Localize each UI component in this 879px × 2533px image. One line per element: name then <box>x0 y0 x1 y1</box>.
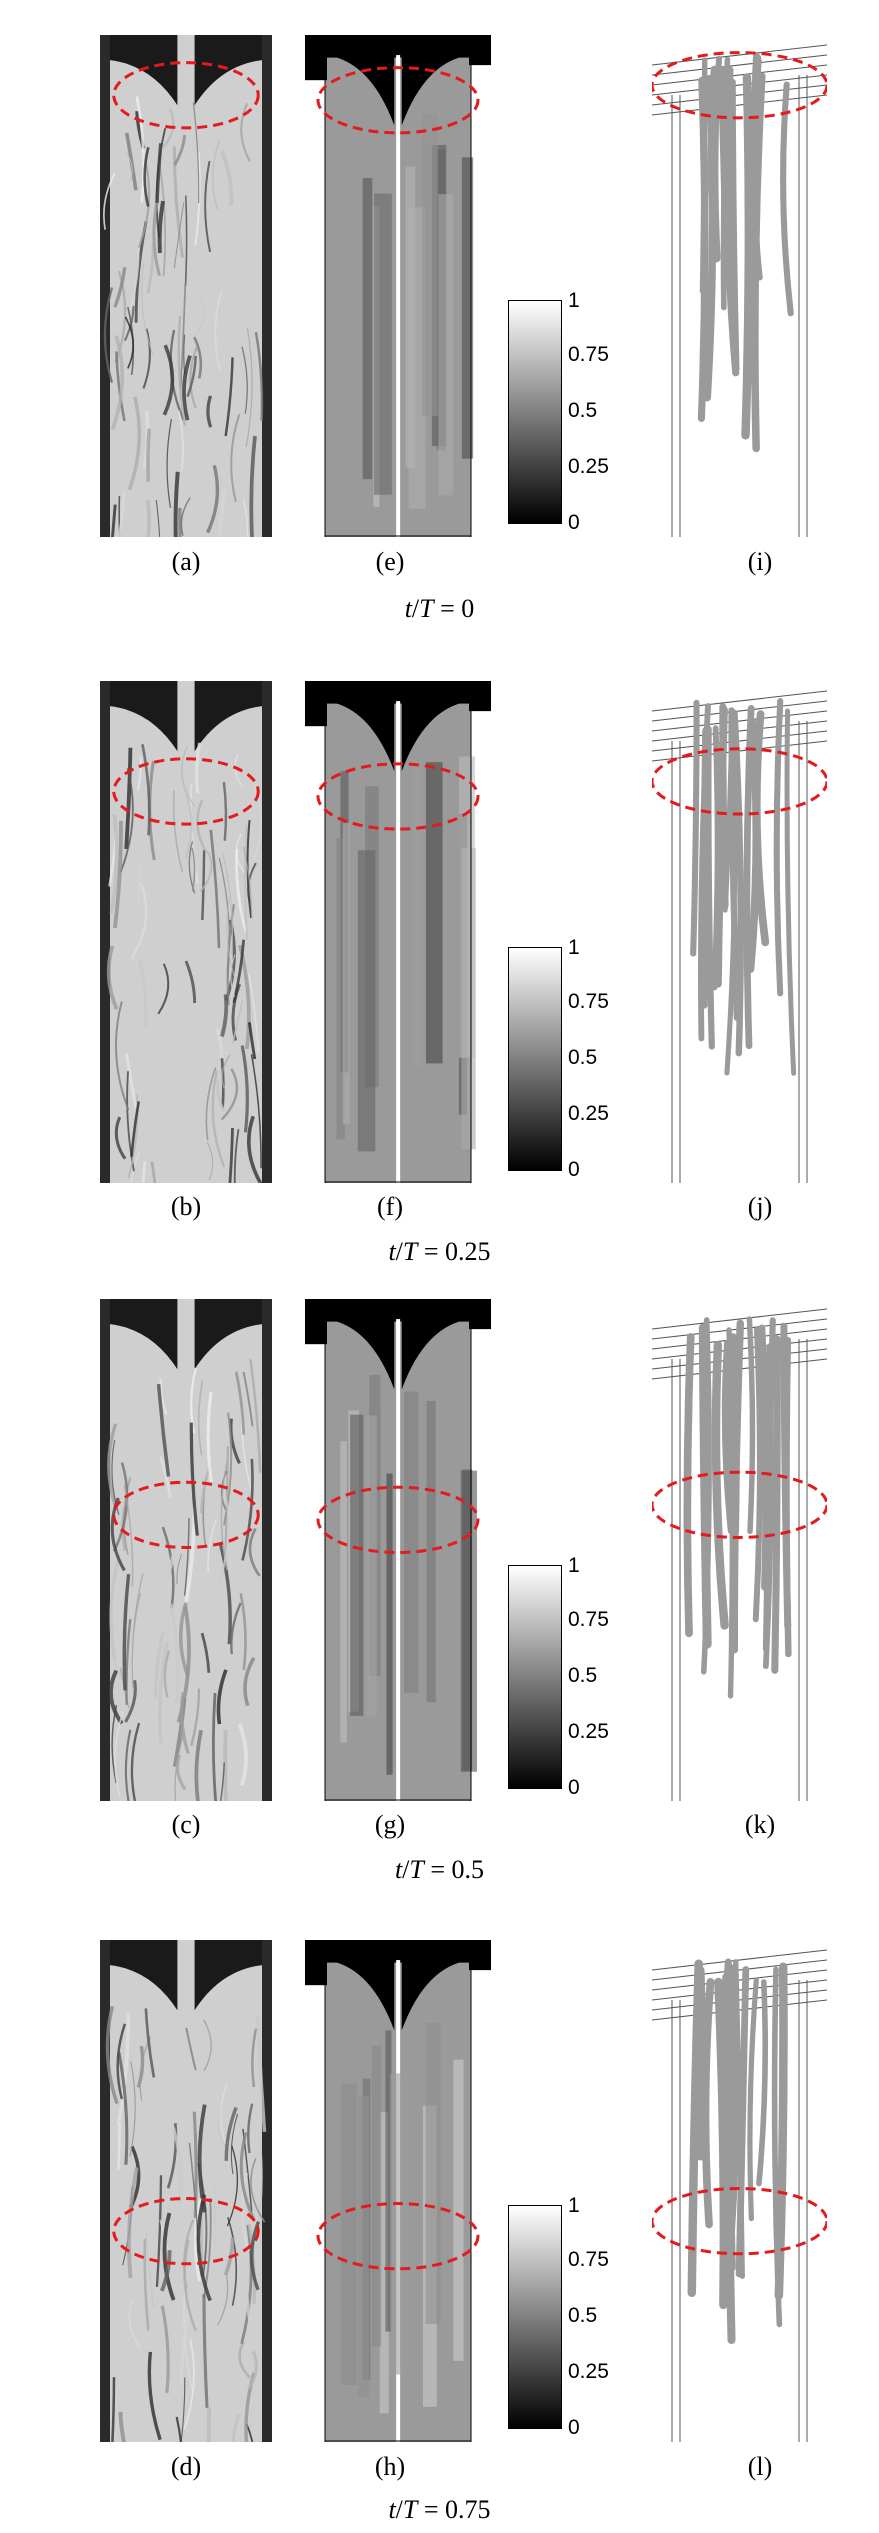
mean-flow-panel-g <box>305 1299 491 1801</box>
panel-label: (g) <box>374 1810 406 1839</box>
panel-label: (k) <box>744 1810 776 1839</box>
instantaneous-flow-panel-a <box>100 35 272 537</box>
panel-label: (l) <box>747 2452 773 2481</box>
time-caption: t/T = 0.5 <box>394 1855 485 1884</box>
instantaneous-flow-panel-b <box>100 681 272 1183</box>
panel-label: (i) <box>747 547 773 576</box>
vortex-isosurface-image <box>652 35 827 537</box>
colorbar <box>508 1565 562 1789</box>
vortex-isosurface-image <box>652 1299 827 1801</box>
panel-label: (d) <box>170 2452 202 2481</box>
flow-field-image <box>100 35 272 537</box>
vortex-structure-panel-l <box>652 1940 827 2442</box>
flow-field-image <box>100 681 272 1183</box>
colorbar <box>508 947 562 1171</box>
figure-row-t025: 1 0.75 0.5 0.25 0 (b) (f) (j) t/T = 0.25 <box>0 633 879 1266</box>
flow-field-image <box>100 1299 272 1801</box>
colorbar-tick: 0.5 <box>568 399 598 422</box>
averaged-field-image <box>305 681 491 1183</box>
colorbar-tick: 0.25 <box>568 455 609 478</box>
colorbar-tick: 0.5 <box>568 2304 598 2327</box>
colorbar-tick: 1 <box>568 289 580 312</box>
colorbar-tick: 1 <box>568 1554 580 1577</box>
mean-flow-panel-f <box>305 681 491 1183</box>
figure-row-t075: 1 0.75 0.5 0.25 0 (d) (h) (l) t/T = 0.75 <box>0 1900 879 2533</box>
panel-label: (j) <box>747 1192 773 1221</box>
colorbar-tick: 1 <box>568 2194 580 2217</box>
averaged-field-image <box>305 35 491 537</box>
colorbar-tick: 0.75 <box>568 2248 609 2271</box>
instantaneous-flow-panel-c <box>100 1299 272 1801</box>
vortex-isosurface-image <box>652 681 827 1183</box>
panel-label: (a) <box>171 547 201 576</box>
panel-label: (e) <box>375 547 405 576</box>
colorbar-tick: 0.25 <box>568 2360 609 2383</box>
colorbar-tick: 0.25 <box>568 1720 609 1743</box>
vortex-isosurface-image <box>652 1940 827 2442</box>
panel-label: (c) <box>171 1810 201 1839</box>
mean-flow-panel-e <box>305 35 491 537</box>
panel-label: (b) <box>170 1192 202 1221</box>
colorbar-tick: 0 <box>568 1776 580 1799</box>
time-caption: t/T = 0.75 <box>388 2495 491 2524</box>
figure-row-t0: 1 0.75 0.5 0.25 0 (a) (e) (i) t/T = 0 <box>0 0 879 633</box>
colorbar-tick: 0.5 <box>568 1046 598 1069</box>
vortex-structure-panel-j <box>652 681 827 1183</box>
time-caption: t/T = 0 <box>404 594 475 623</box>
panel-label: (f) <box>377 1192 403 1221</box>
vortex-structure-panel-i <box>652 35 827 537</box>
colorbar-tick: 0.75 <box>568 990 609 1013</box>
vortex-structure-panel-k <box>652 1299 827 1801</box>
colorbar-tick: 0.75 <box>568 343 609 366</box>
flow-field-image <box>100 1940 272 2442</box>
colorbar-tick: 0.25 <box>568 1102 609 1125</box>
averaged-field-image <box>305 1299 491 1801</box>
colorbar-tick: 0 <box>568 2416 580 2439</box>
averaged-field-image <box>305 1940 491 2442</box>
mean-flow-panel-h <box>305 1940 491 2442</box>
colorbar-tick: 0.75 <box>568 1608 609 1631</box>
colorbar-tick: 1 <box>568 936 580 959</box>
colorbar-tick: 0 <box>568 1158 580 1181</box>
panel-label: (h) <box>374 2452 406 2481</box>
instantaneous-flow-panel-d <box>100 1940 272 2442</box>
colorbar-tick: 0 <box>568 511 580 534</box>
colorbar <box>508 300 562 524</box>
time-caption: t/T = 0.25 <box>388 1237 491 1266</box>
colorbar <box>508 2205 562 2429</box>
figure-row-t05: 1 0.75 0.5 0.25 0 (c) (g) (k) t/T = 0.5 <box>0 1270 879 1903</box>
colorbar-tick: 0.5 <box>568 1664 598 1687</box>
